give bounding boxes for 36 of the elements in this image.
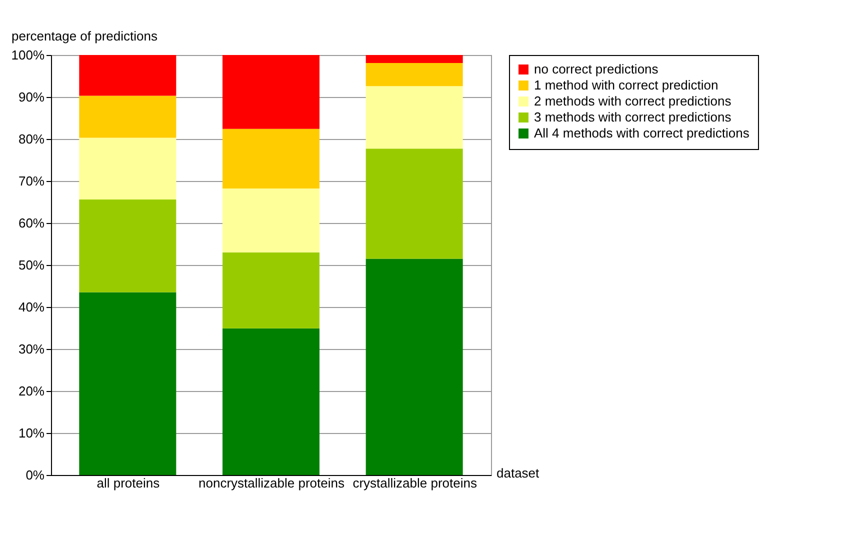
y-tick-label: 80% bbox=[18, 132, 45, 146]
legend-label: 1 method with correct prediction bbox=[534, 78, 718, 92]
bar bbox=[366, 86, 463, 149]
y-tick-label: 90% bbox=[18, 90, 45, 104]
bar bbox=[366, 55, 463, 63]
bar bbox=[79, 199, 176, 292]
bar bbox=[79, 292, 176, 475]
y-tick-label: 40% bbox=[18, 300, 45, 314]
bar bbox=[366, 258, 463, 475]
y-tick-label: 30% bbox=[18, 342, 45, 356]
bar bbox=[222, 55, 320, 129]
bar bbox=[222, 188, 320, 252]
bar bbox=[79, 96, 176, 138]
legend-label: 3 methods with correct predictions bbox=[534, 110, 732, 124]
y-tick-label: 0% bbox=[26, 468, 45, 482]
y-tick-label: 10% bbox=[18, 426, 45, 440]
bar bbox=[222, 128, 320, 189]
y-tick-label: 20% bbox=[18, 384, 45, 398]
x-tick-label: noncrystallizable proteins bbox=[198, 476, 345, 490]
bar bbox=[366, 148, 463, 259]
y-tick-label: 60% bbox=[18, 216, 45, 230]
y-tick-label: 100% bbox=[11, 48, 45, 62]
legend-label: no correct predictions bbox=[534, 62, 659, 76]
bar bbox=[222, 328, 320, 475]
bar bbox=[222, 252, 320, 328]
legend-label: All 4 methods with correct predictions bbox=[534, 126, 750, 140]
x-axis-title: dataset bbox=[496, 466, 540, 480]
y-tick-label: 70% bbox=[18, 174, 45, 188]
bar bbox=[366, 62, 463, 86]
x-tick-label: all proteins bbox=[96, 476, 160, 490]
y-tick-label: 50% bbox=[18, 258, 45, 272]
bar bbox=[79, 55, 176, 96]
legend-label: 2 methods with correct predictions bbox=[534, 94, 732, 108]
bar bbox=[79, 138, 176, 200]
x-tick-label: crystallizable proteins bbox=[352, 476, 478, 490]
y-axis-title: percentage of predictions bbox=[12, 28, 158, 44]
